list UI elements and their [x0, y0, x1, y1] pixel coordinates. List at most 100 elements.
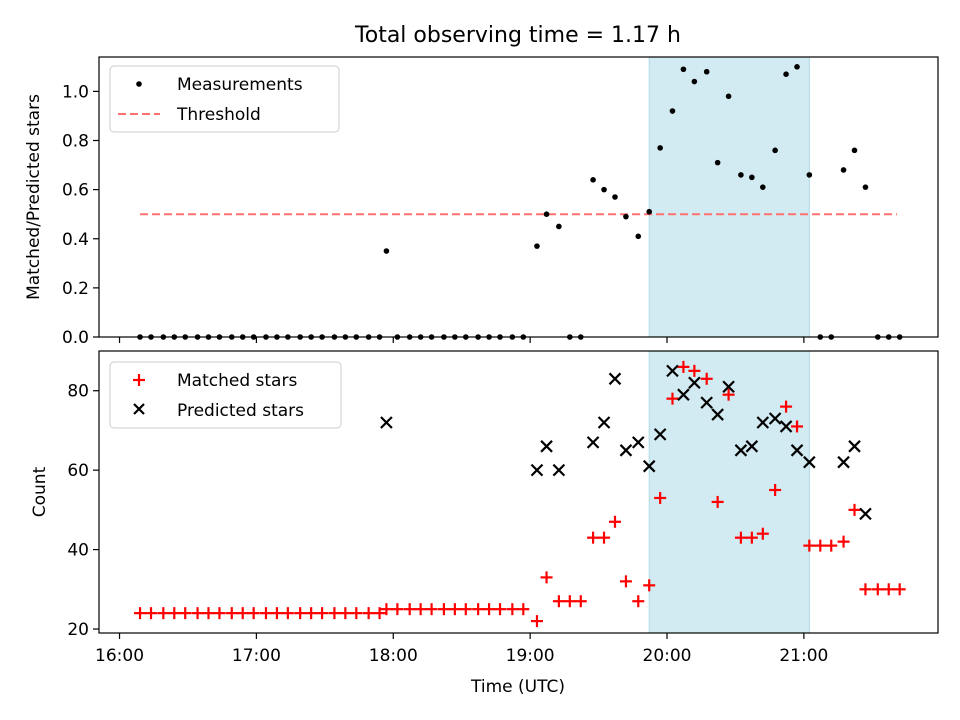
matched-star-point: [414, 603, 427, 616]
predicted-star-point: [803, 455, 816, 469]
x-tick-label: 17:00: [232, 646, 281, 666]
matched-star-point: [848, 503, 861, 516]
matched-star-point: [893, 583, 906, 596]
legend-label-matched: Matched stars: [177, 371, 297, 391]
matched-star-point: [362, 607, 375, 620]
matched-star-point: [472, 603, 485, 616]
measurement-point: [725, 93, 732, 100]
predicted-star-point: [688, 376, 701, 390]
measurement-point: [534, 243, 540, 249]
matched-star-point: [168, 607, 181, 620]
matched-star-point: [619, 575, 632, 588]
predicted-star-point: [756, 416, 770, 429]
matched-star-point: [825, 539, 838, 552]
matched-star-point: [328, 607, 341, 620]
matched-star-point: [700, 372, 713, 385]
matched-star-point: [145, 607, 158, 620]
matched-star-point: [316, 607, 329, 620]
top-y-tick-label: 0.0: [62, 328, 89, 348]
ratio-panel: 0.0 0.2 0.4 0.6 0.8 1.0 Matched/Predicted sta…: [24, 56, 939, 348]
matched-star-point: [530, 615, 543, 628]
bottom-x-axis: 16:00 17:00 18:00 19:00 20:00 21:00: [95, 633, 828, 666]
matched-star-point: [350, 607, 363, 620]
top-y-tick-label: 0.8: [62, 132, 89, 152]
top-legend-box: [109, 65, 340, 133]
measurement-point: [714, 159, 721, 166]
measurement-point: [738, 172, 744, 178]
matched-star-point: [837, 535, 850, 548]
predicted-star-point: [722, 380, 735, 394]
predicted-star-point: [530, 463, 544, 477]
measurement-point: [680, 66, 687, 73]
matched-star-point: [769, 484, 782, 497]
matched-star-point: [677, 360, 690, 373]
measurement-point: [556, 223, 562, 230]
legend-label-measurements: Measurements: [177, 75, 303, 95]
matched-star-point: [859, 583, 872, 596]
predicted-star-point: [711, 408, 724, 421]
predicted-star-point: [848, 440, 861, 453]
matched-star-point: [814, 539, 827, 552]
predicted-star-point: [734, 444, 748, 457]
top-x-ticks: [118, 337, 805, 343]
measurement-point: [635, 233, 642, 240]
matched-star-point: [882, 583, 895, 596]
measurement-point: [623, 213, 629, 220]
measurement-point: [851, 147, 858, 154]
top-y-tick-label: 0.4: [62, 230, 89, 250]
matched-star-point: [437, 603, 450, 616]
top-highlight-band: [648, 56, 810, 338]
measurement-point: [840, 167, 847, 173]
matched-star-point: [654, 491, 667, 504]
matched-star-point: [871, 583, 884, 596]
predicted-star-point: [586, 436, 600, 449]
predicted-star-point: [653, 428, 667, 441]
predicted-star-point: [608, 372, 622, 386]
chart-title: Total observing time = 1.17 h: [354, 23, 681, 48]
predicted-star-point: [631, 436, 645, 449]
matched-star-point: [380, 603, 393, 616]
measurement-point: [612, 194, 618, 200]
matched-star-point: [563, 595, 576, 608]
measurement-point: [669, 108, 676, 114]
matched-star-point: [448, 603, 461, 616]
bottom-y-axis-label: Count: [30, 466, 50, 517]
matched-star-point: [688, 364, 701, 377]
matched-star-point: [745, 531, 758, 544]
predicted-star-point: [768, 412, 782, 425]
predicted-star-point: [380, 416, 393, 429]
predicted-star-points: [380, 364, 872, 521]
matched-star-point: [134, 607, 147, 620]
matched-star-point: [803, 539, 816, 552]
matched-star-point: [666, 392, 679, 405]
matched-star-point: [213, 607, 226, 620]
legend-marker-predicted: [133, 403, 145, 415]
bottom-y-tick-label: 80: [67, 382, 89, 402]
top-y-axis-label: Matched/Predicted stars: [24, 94, 44, 300]
matched-star-point: [247, 607, 260, 620]
predicted-star-point: [790, 444, 804, 457]
matched-star-point: [632, 595, 645, 608]
matched-star-point: [179, 607, 192, 620]
predicted-star-point: [745, 440, 759, 453]
matched-star-point: [791, 420, 804, 433]
predicted-star-point: [597, 416, 611, 429]
x-tick-label: 19:00: [506, 646, 555, 666]
bottom-axes-frame: [98, 350, 939, 634]
measurement-point: [862, 184, 869, 190]
x-axis-label: Time (UTC): [470, 677, 565, 697]
matched-star-point: [711, 495, 724, 508]
matched-star-point: [734, 531, 747, 544]
bottom-y-axis: 20 40 60 80: [67, 382, 99, 640]
matched-star-point: [281, 607, 294, 620]
predicted-star-point: [666, 364, 679, 378]
bottom-y-tick-label: 40: [67, 541, 89, 561]
matched-star-point: [756, 527, 769, 540]
matched-star-point: [459, 603, 472, 616]
measurement-point: [794, 64, 800, 70]
matched-star-point: [294, 607, 307, 620]
measurement-point: [760, 184, 766, 190]
matched-star-point: [587, 531, 600, 544]
